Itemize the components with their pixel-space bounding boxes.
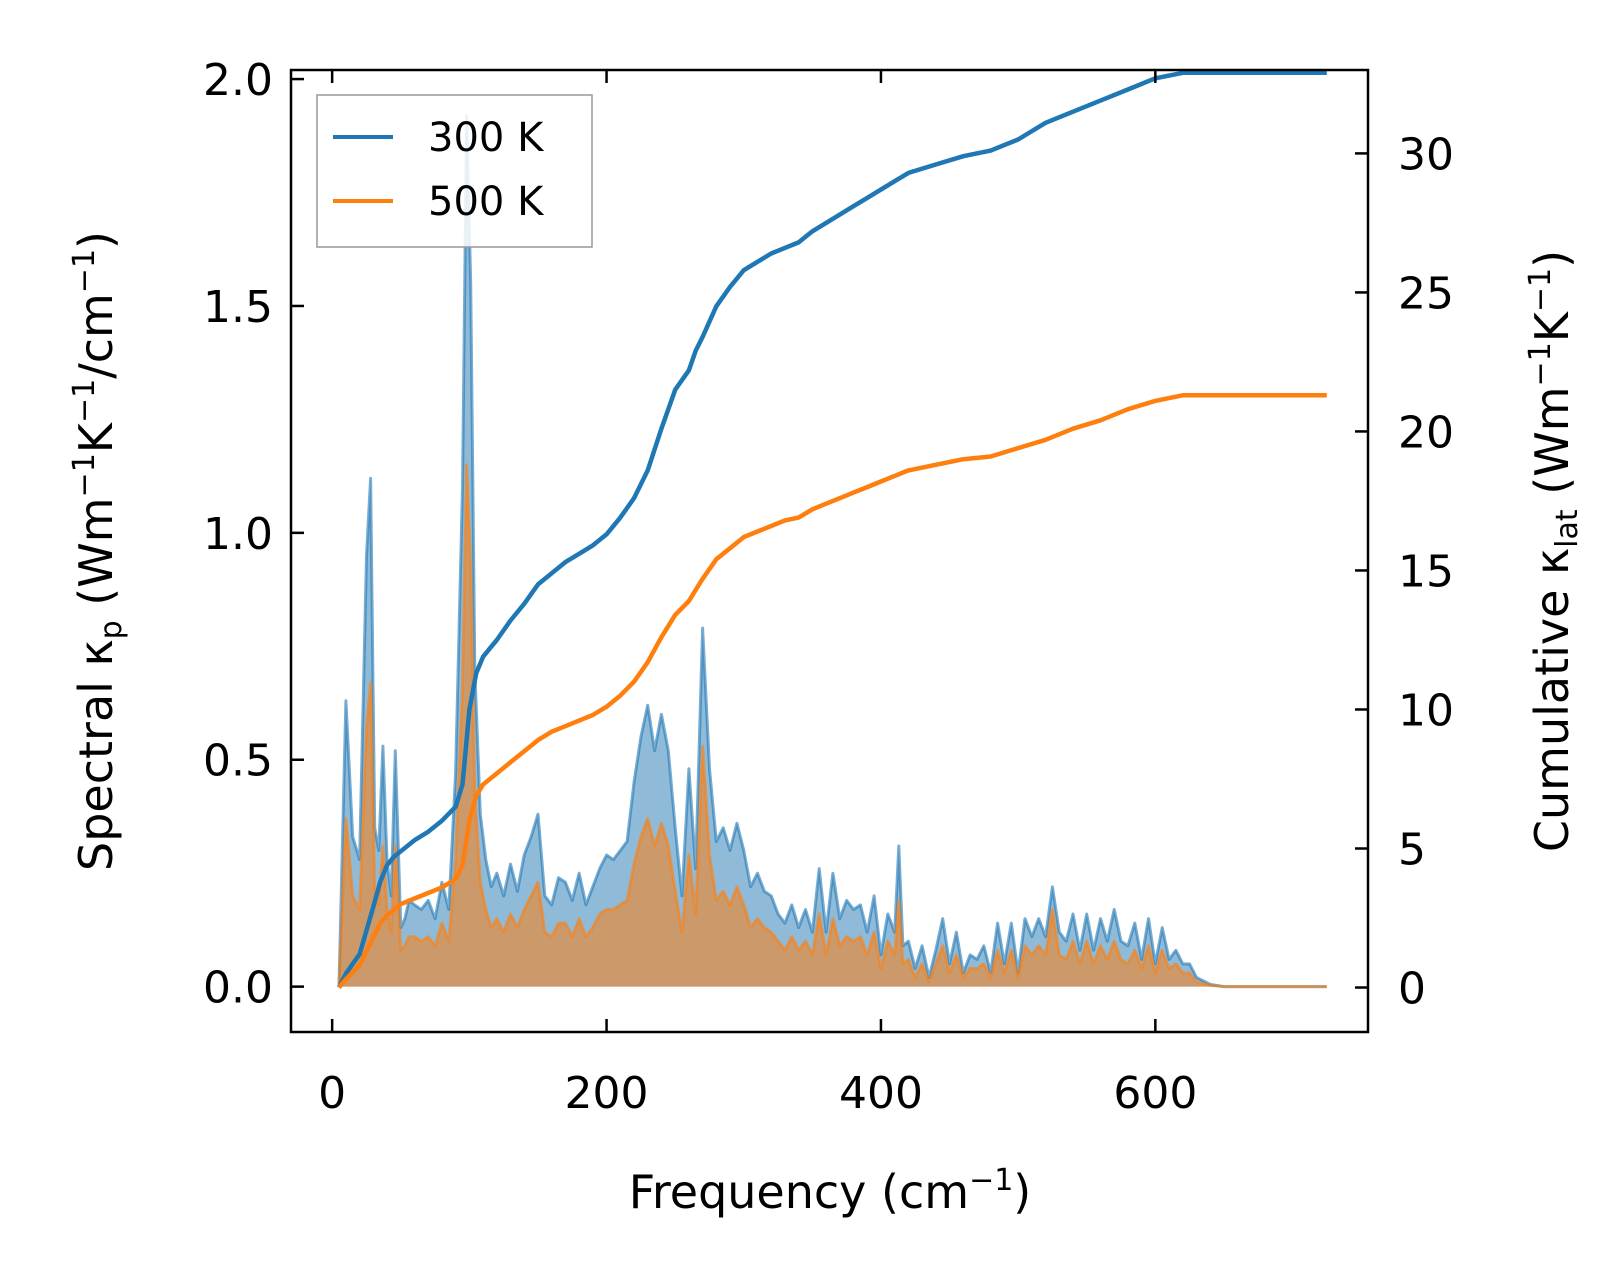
cumulative-lines xyxy=(336,70,1327,989)
x-axis-label: Frequency (cm−1) xyxy=(629,1163,1032,1219)
y-left-tick-label: 2.0 xyxy=(203,55,273,106)
y-right-tick-label: 10 xyxy=(1398,685,1454,736)
y-right-tick-label: 20 xyxy=(1398,407,1454,458)
y-right-tick-label: 0 xyxy=(1398,964,1426,1015)
cumulative-line-500k xyxy=(337,393,1327,989)
y-left-axis-label: Spectral κp (Wm−1K−1/cm−1) xyxy=(67,231,129,871)
y-left-tick-label: 0.5 xyxy=(203,736,273,787)
y-right-tick-label: 15 xyxy=(1398,546,1454,597)
y-left-tick-label: 1.5 xyxy=(203,282,273,333)
y-right-tick-label: 25 xyxy=(1398,268,1454,319)
x-tick-label: 0 xyxy=(318,1068,346,1119)
y-right-axis-ticks: 0 5 10 15 20 25 30 xyxy=(1355,129,1454,1015)
legend-label-500k: 500 K xyxy=(428,179,545,225)
y-right-tick-label: 30 xyxy=(1398,129,1454,180)
x-tick-label: 400 xyxy=(839,1068,923,1119)
y-left-tick-label: 1.0 xyxy=(203,509,273,560)
plot-frame xyxy=(289,68,1370,1034)
x-tick-label: 600 xyxy=(1113,1068,1197,1119)
spectral-line-500k xyxy=(337,463,1327,989)
x-axis-ticks: 0 200 400 600 xyxy=(318,70,1197,1119)
y-right-tick-label: 5 xyxy=(1398,824,1426,875)
y-left-axis-ticks: 0.0 0.5 1.0 1.5 2.0 xyxy=(203,55,304,1014)
y-right-axis-label: Cumulative κlat (Wm−1K−1) xyxy=(1523,250,1585,852)
y-left-tick-label: 0.0 xyxy=(203,963,273,1014)
cumulative-line-300k xyxy=(336,70,1327,989)
legend-label-300k: 300 K xyxy=(428,115,545,161)
legend: 300 K 500 K xyxy=(316,94,593,248)
legend-box xyxy=(316,94,593,248)
x-tick-label: 200 xyxy=(565,1068,649,1119)
